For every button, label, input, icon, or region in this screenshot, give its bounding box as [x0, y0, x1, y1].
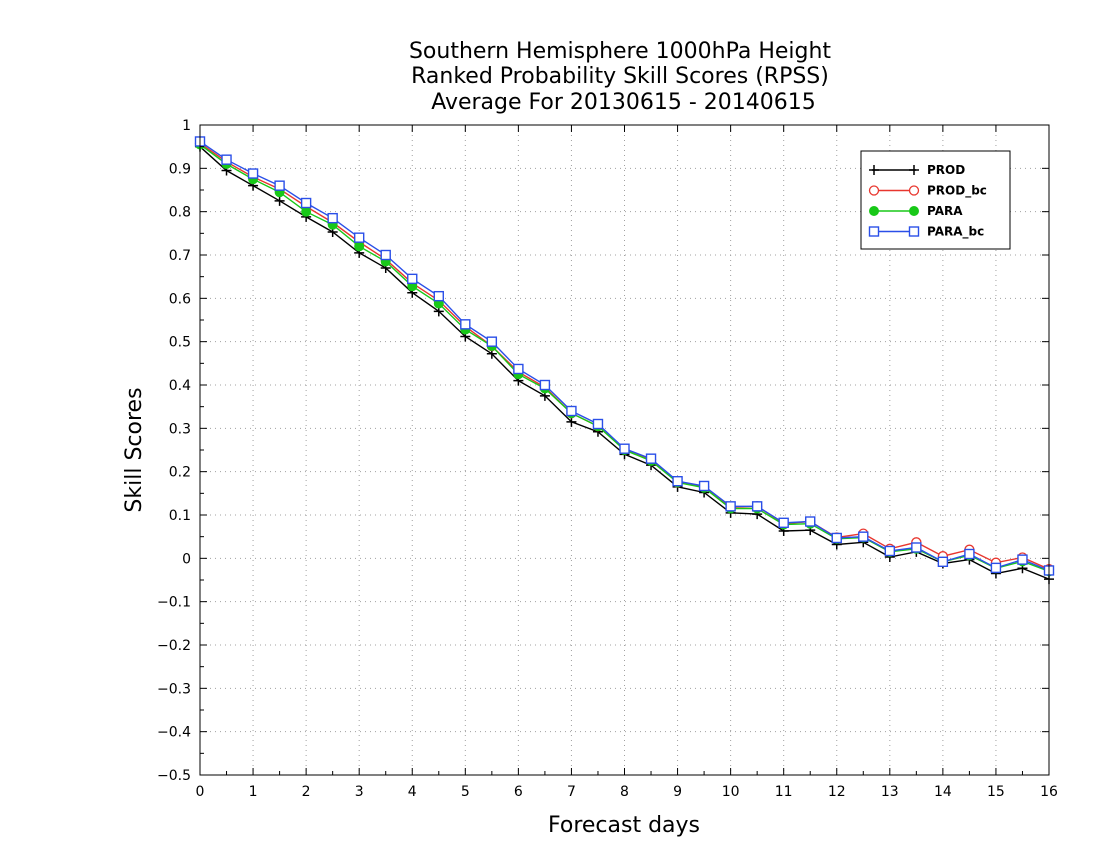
data-point: [274, 180, 285, 191]
y-tick-label: 0.3: [169, 421, 191, 437]
legend-marker: [908, 185, 920, 196]
legend-label: PARA: [927, 204, 963, 218]
data-point: [858, 531, 869, 542]
legend-marker: [908, 226, 920, 237]
legend-box: [860, 150, 1011, 250]
legend-item: PARA_bc: [868, 225, 984, 240]
x-tick-label: 3: [355, 784, 364, 800]
legend: PROD PROD_bc PARA PARA_bc: [860, 150, 1011, 250]
data-point: [645, 453, 657, 464]
title-line-3: Average For 20130615 - 20140615: [424, 90, 816, 115]
data-point: [592, 418, 604, 430]
y-tick-label: 0.4: [169, 378, 191, 394]
legend-marker: [868, 185, 880, 196]
x-axis: 0 1 2 3 4 5 6 7 8 9 10 11 12 13 14 15 16: [196, 125, 1058, 800]
data-point: [566, 416, 577, 427]
data-point: [274, 195, 285, 206]
x-tick-label: 12: [828, 784, 846, 800]
x-tick-label: 7: [567, 784, 576, 800]
data-point: [672, 476, 683, 487]
y-tick-label: −0.2: [157, 638, 191, 654]
y-tick-label: 0.8: [169, 205, 191, 221]
y-tick-label: −0.4: [157, 725, 191, 741]
series-layer: [194, 136, 1055, 585]
data-point: [539, 379, 551, 391]
x-tick-label: 1: [249, 784, 258, 800]
data-point: [327, 212, 338, 224]
data-point: [486, 336, 498, 347]
legend-marker: [909, 206, 919, 216]
y-tick-label: 0.6: [169, 291, 191, 307]
x-tick-label: 14: [934, 784, 952, 800]
legend-label: PROD: [927, 163, 965, 177]
data-point: [513, 363, 524, 375]
data-point: [990, 562, 1002, 574]
data-point: [566, 405, 577, 417]
title-line-2: Ranked Probability Skill Scores (RPSS): [411, 64, 829, 89]
y-tick-label: 1: [182, 118, 191, 134]
data-point: [460, 319, 471, 330]
data-point: [433, 290, 444, 302]
data-point: [301, 206, 312, 217]
data-point: [221, 154, 232, 165]
legend-marker: [869, 206, 879, 216]
x-tick-label: 0: [196, 784, 205, 800]
x-tick-label: 8: [620, 784, 629, 800]
x-tick-label: 16: [1040, 784, 1058, 800]
legend-item: PROD: [869, 163, 965, 177]
y-tick-label: −0.5: [157, 768, 191, 784]
y-axis-label: Skill Scores: [122, 387, 147, 512]
y-tick-label: 0.9: [169, 161, 191, 177]
legend-item: PARA: [869, 204, 963, 218]
series-para-bc: [194, 136, 1055, 576]
data-point: [884, 545, 896, 557]
y-tick-label: 0.5: [169, 335, 191, 351]
data-point: [619, 443, 630, 454]
data-point: [937, 556, 949, 567]
data-point: [698, 480, 710, 492]
data-point: [778, 517, 789, 528]
y-tick-label: 0.1: [169, 508, 191, 524]
legend-marker: [909, 165, 919, 175]
legend-label: PROD_bc: [927, 184, 987, 199]
x-tick-label: 10: [722, 784, 740, 800]
x-tick-label: 2: [302, 784, 311, 800]
x-tick-label: 15: [987, 784, 1005, 800]
data-point: [805, 516, 816, 527]
x-tick-label: 11: [775, 784, 793, 800]
y-axis: −0.5 −0.4 −0.3 −0.2 −0.1 0 0.1 0.2 0.3 0.4 0.5 0.6 0…: [157, 118, 1049, 784]
legend-item: PROD_bc: [868, 184, 987, 199]
y-tick-label: −0.3: [157, 681, 191, 697]
legend-marker: [869, 165, 879, 175]
data-point: [1017, 554, 1028, 565]
data-point: [964, 548, 975, 560]
y-tick-label: 0.7: [169, 248, 191, 264]
legend-label: PARA_bc: [927, 225, 984, 240]
y-tick-label: 0.2: [169, 465, 191, 481]
data-point: [354, 241, 365, 252]
data-point: [300, 197, 312, 209]
y-tick-label: 0: [182, 551, 191, 567]
data-point: [751, 501, 763, 512]
data-point: [725, 501, 736, 512]
data-point: [353, 232, 365, 243]
y-tick-label: −0.1: [157, 595, 191, 611]
data-point: [911, 542, 922, 553]
x-tick-label: 5: [461, 784, 470, 800]
legend-marker: [868, 226, 880, 237]
chart-title: Southern Hemisphere 1000hPa Height Ranke…: [409, 39, 831, 115]
x-tick-label: 13: [881, 784, 899, 800]
title-line-1: Southern Hemisphere 1000hPa Height: [409, 39, 831, 64]
data-point: [831, 532, 842, 544]
x-tick-label: 4: [408, 784, 417, 800]
x-axis-label: Forecast days: [548, 813, 700, 838]
data-point: [247, 168, 259, 179]
x-tick-label: 9: [673, 784, 682, 800]
data-point: [380, 249, 391, 261]
x-tick-label: 6: [514, 784, 523, 800]
data-point: [407, 273, 418, 285]
